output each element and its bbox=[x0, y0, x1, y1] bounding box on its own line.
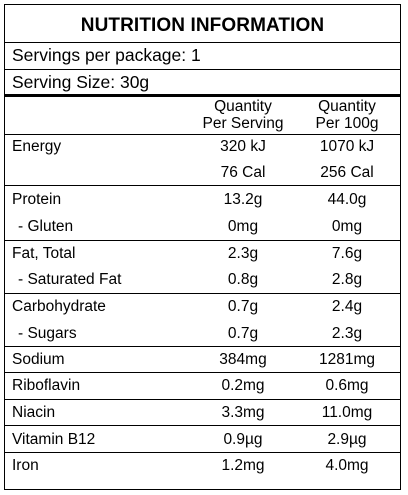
row-divider bbox=[5, 346, 400, 347]
row-divider bbox=[5, 293, 400, 294]
per-100g-value: 256 Cal bbox=[320, 164, 374, 181]
per-100g-value: 7.6g bbox=[331, 245, 363, 262]
per-100g-value: 2.3g bbox=[331, 325, 363, 342]
nutrient-label: Vitamin B12 bbox=[12, 431, 96, 448]
per-serving-value: 0.7g bbox=[227, 325, 259, 342]
nutrient-label: Energy bbox=[12, 138, 62, 155]
nutrient-label: - Saturated Fat bbox=[18, 271, 122, 288]
per-serving-value: 0.9µg bbox=[223, 431, 263, 448]
header-per-serving-line1: Quantity bbox=[214, 98, 272, 115]
header-per-100g-line1: Quantity bbox=[318, 98, 376, 115]
row-divider bbox=[5, 425, 400, 426]
divider bbox=[5, 134, 400, 135]
nutrient-label: Riboflavin bbox=[12, 377, 81, 394]
row-divider bbox=[5, 399, 400, 400]
header-per-100g: Quantity Per 100g bbox=[287, 98, 407, 132]
per-100g-value: 2.4g bbox=[331, 298, 363, 315]
per-100g-value: 2.8g bbox=[331, 271, 363, 288]
header-per-serving: Quantity Per Serving bbox=[183, 98, 303, 132]
nutrient-label: - Sugars bbox=[18, 325, 77, 342]
per-serving-value: 0.2mg bbox=[221, 377, 265, 394]
per-serving-value: 0.8g bbox=[227, 271, 259, 288]
nutrient-label: Iron bbox=[12, 457, 39, 474]
divider bbox=[5, 69, 400, 70]
row-divider bbox=[5, 185, 400, 186]
per-100g-value: 1281mg bbox=[318, 351, 375, 368]
per-serving-value: 2.3g bbox=[227, 245, 259, 262]
row-divider bbox=[5, 452, 400, 453]
per-serving-value: 1.2mg bbox=[221, 457, 265, 474]
nutrient-label: Sodium bbox=[12, 351, 65, 368]
header-per-serving-line2: Per Serving bbox=[202, 115, 284, 132]
serving-size: Serving Size: 30g bbox=[12, 72, 150, 92]
header-per-100g-line2: Per 100g bbox=[315, 115, 379, 132]
nutrient-label: - Gluten bbox=[18, 218, 74, 235]
divider bbox=[5, 42, 400, 43]
per-serving-value: 13.2g bbox=[223, 191, 263, 208]
nutrient-label: Fat, Total bbox=[12, 245, 76, 262]
per-serving-value: 3.3mg bbox=[221, 404, 265, 421]
per-100g-value: 0.6mg bbox=[325, 377, 369, 394]
nutrient-label: Carbohydrate bbox=[12, 298, 106, 315]
servings-per-package: Servings per package: 1 bbox=[12, 45, 201, 65]
per-100g-value: 44.0g bbox=[327, 191, 367, 208]
per-serving-value: 76 Cal bbox=[220, 164, 266, 181]
per-serving-value: 0.7g bbox=[227, 298, 259, 315]
per-100g-value: 1070 kJ bbox=[319, 138, 375, 155]
per-100g-value: 0mg bbox=[331, 218, 363, 235]
nutrient-label: Niacin bbox=[12, 404, 56, 421]
nutrition-panel: NUTRITION INFORMATION Servings per packa… bbox=[4, 4, 401, 490]
per-100g-value: 2.9µg bbox=[327, 431, 367, 448]
per-serving-value: 384mg bbox=[219, 351, 267, 368]
per-serving-value: 0mg bbox=[227, 218, 259, 235]
row-divider bbox=[5, 240, 400, 241]
per-100g-value: 4.0mg bbox=[325, 457, 369, 474]
per-100g-value: 11.0mg bbox=[321, 404, 373, 421]
panel-title: NUTRITION INFORMATION bbox=[80, 15, 325, 36]
thick-divider bbox=[5, 94, 400, 97]
per-serving-value: 320 kJ bbox=[220, 138, 266, 155]
nutrient-label: Protein bbox=[12, 191, 62, 208]
row-divider bbox=[5, 372, 400, 373]
